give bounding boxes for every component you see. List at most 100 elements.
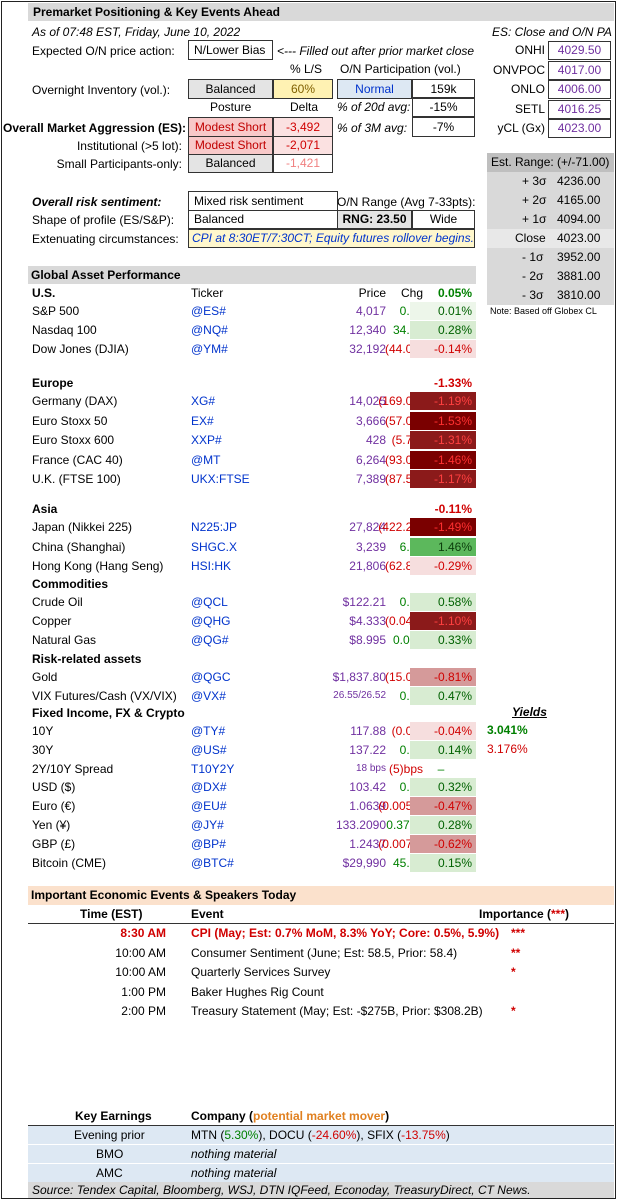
gap-row-name: Euro Stoxx 600 — [32, 433, 115, 447]
gap-row-ticker: @US# — [191, 742, 227, 757]
gap-row: Natural Gas @QG# $8.995 0.030 0.33% — [28, 631, 476, 649]
gap-row-name: China (Shanghai) — [32, 539, 126, 554]
events-header-rule — [28, 923, 614, 924]
risk-sentiment-value: Mixed risk sentiment — [188, 191, 338, 211]
gap-row-pct: -1.19% — [410, 392, 476, 410]
gap-row-price: 1.0639 — [349, 799, 386, 814]
onpa-note: <--- Filled out after prior market close — [277, 44, 475, 58]
earnings-row-amc: AMC nothing material — [28, 1164, 614, 1183]
gap-row-ticker: T10Y2Y — [191, 761, 235, 776]
gap-row-price: 103.42 — [349, 780, 386, 795]
gap-row-price: 3,239 — [355, 539, 386, 554]
gap-row-yield: 3.041% — [487, 723, 528, 737]
event-name: Treasury Statement (May; Est: -$275B, Pr… — [191, 1004, 483, 1018]
risk-sentiment-label: Overall risk sentiment: — [32, 195, 162, 209]
event-time: 1:00 PM — [121, 984, 166, 999]
es-level-label: ONHI — [515, 43, 545, 57]
events-importance-stars: *** — [551, 907, 566, 921]
gap-row-name: S&P 500 — [32, 304, 80, 318]
es-level-label: ONVPOC — [492, 62, 545, 77]
gap-row-pct: -1.31% — [410, 431, 476, 449]
earnings-evening-move: 5.30% — [224, 1128, 259, 1142]
gap-row-pct: 0.28% — [410, 816, 476, 834]
gap-row-name: Nasdaq 100 — [32, 323, 97, 337]
avg3m-value: -7% — [412, 117, 475, 137]
gap-row: Copper @QHG $4.333 (0.048) -1.10% — [28, 612, 476, 630]
gap-row: 2Y/10Y Spread T10Y2Y 18 bps (5)bps – — [28, 760, 476, 778]
gap-row-ticker: @TY# — [191, 724, 226, 738]
gap-row-chg: (5)bps — [388, 761, 423, 776]
events-title: Important Economic Events & Speakers Tod… — [28, 886, 614, 905]
gap-section-pct: -1.33% — [433, 376, 472, 390]
event-name: Baker Hughes Rig Count — [191, 984, 324, 999]
profile-shape-label: Shape of profile (ES/S&P): — [32, 213, 175, 227]
gap-row-ticker: @JY# — [191, 818, 224, 832]
event-row: 1:00 PM Baker Hughes Rig Count — [28, 983, 614, 1002]
gap-row: 30Y@US#137.220.190.14% — [28, 740, 476, 759]
gap-row: Germany (DAX) XG# 14,025 (169.00) -1.19% — [28, 392, 476, 410]
aggression-inst-delta: -2,071 — [273, 136, 333, 155]
posture-header: Posture — [210, 100, 252, 114]
est-range-row: Close 4023.00 — [487, 229, 614, 249]
est-range-row: - 3σ 3810.00 — [487, 286, 614, 306]
est-range-label: - 2σ — [522, 269, 544, 283]
onpa-label: Expected O/N price action: — [32, 44, 175, 58]
gap-row-name: Natural Gas — [32, 633, 97, 647]
gap-row-name: Dow Jones (DJIA) — [32, 342, 129, 356]
gap-row: Hong Kong (Hang Seng) HSI:HK 21,806 (62.87)… — [28, 557, 476, 575]
gap-row-name: Gold — [32, 670, 58, 684]
gap-row-yield: 3.176% — [487, 741, 528, 756]
gap-section-fixed: Fixed Income, FX & Crypto — [28, 704, 476, 722]
est-range-label: - 3σ — [522, 288, 544, 302]
gap-row-ticker: UKX:FTSE — [191, 472, 250, 486]
est-range-row: + 3σ 4236.00 — [487, 172, 614, 192]
est-range-note: Note: Based off Globex CL — [490, 306, 597, 316]
gap-row-pct: 0.33% — [410, 631, 476, 649]
gap-row: Bitcoin (CME) @BTC# $29,990 45.00 0.15% — [28, 853, 476, 872]
es-level-label: SETL — [514, 101, 545, 116]
gap-row-name: Euro Stoxx 50 — [32, 413, 108, 428]
gap-row-ticker: @QCL — [191, 595, 228, 609]
aggression-small-label: Small Participants-only: — [56, 157, 182, 171]
gap-row-pct: 0.32% — [410, 778, 476, 797]
inventory-ls-pct: 60% — [273, 79, 333, 99]
es-level-value: 4029.50 — [548, 41, 611, 60]
event-importance: * — [511, 965, 516, 979]
gap-section-europe: Europe -1.33% — [28, 374, 476, 392]
gap-row-price: 1.2437 — [349, 836, 386, 851]
gap-section-name: Europe — [32, 376, 74, 390]
aggression-small-posture: Balanced — [188, 154, 273, 173]
gap-row: U.K. (FTSE 100) UKX:FTSE 7,389 (87.50) -1.17… — [28, 470, 476, 488]
event-time: 2:00 PM — [121, 1004, 166, 1018]
gap-row-pct: 0.47% — [410, 687, 476, 705]
yields-header: Yields — [512, 705, 547, 719]
gap-row-ticker: @QG# — [191, 633, 229, 647]
gap-row-name: Crude Oil — [32, 595, 83, 609]
gap-row-ticker: XXP# — [191, 433, 222, 447]
earnings-company-close: ) — [385, 1109, 390, 1123]
events-time-header: Time (EST) — [80, 907, 143, 921]
avg3m-label: % of 3M avg: — [337, 121, 408, 135]
gap-row-pct: 0.14% — [410, 740, 476, 759]
gap-row-price: $8.995 — [349, 633, 386, 647]
aggression-overall-posture: Modest Short — [188, 117, 273, 137]
gap-row-name: Copper — [32, 614, 72, 628]
es-level-value: 4017.00 — [548, 60, 611, 80]
gap-title: Global Asset Performance — [28, 266, 476, 284]
gap-row-ticker: SHGC.X — [191, 539, 238, 554]
earnings-evening-ticker: MTN ( — [191, 1128, 225, 1142]
gap-row: VIX Futures/Cash (VX/VIX) @VX# 26.55/26.52… — [28, 687, 476, 705]
aggression-overall-delta: -3,492 — [273, 117, 333, 137]
gap-row-pct: -1.53% — [410, 411, 476, 430]
gap-row-name: 30Y — [32, 742, 54, 757]
gap-row-price: 21,806 — [349, 559, 386, 573]
gap-row-price: 26.55/26.52 — [333, 690, 386, 701]
participation-header: O/N Participation (vol.) — [340, 62, 461, 76]
earnings-evening-close: ) — [258, 1128, 263, 1142]
earnings-evening-close: ) — [445, 1128, 450, 1142]
gap-row: Dow Jones (DJIA) @YM# 32,192 (44.00) -0.14% — [28, 340, 476, 358]
est-range-label: - 1σ — [522, 250, 544, 264]
gap-row-ticker: @EU# — [191, 799, 227, 814]
aggression-overall-label: Overall Market Aggression (ES): — [3, 121, 186, 135]
